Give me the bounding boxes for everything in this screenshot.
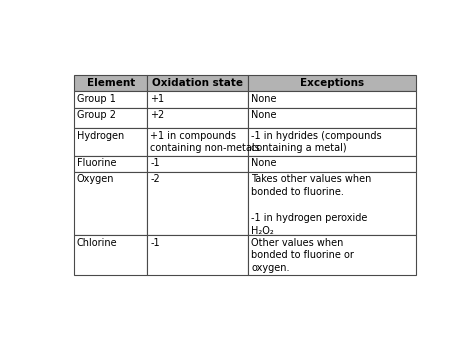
Text: +2: +2	[150, 110, 164, 120]
Bar	[248, 92, 416, 108]
Text: Oxygen: Oxygen	[77, 174, 114, 185]
Bar	[74, 108, 147, 129]
Text: Fluorine: Fluorine	[77, 158, 117, 168]
Bar	[74, 129, 147, 156]
Bar	[74, 92, 147, 108]
Bar	[248, 75, 416, 92]
Text: Chlorine: Chlorine	[77, 237, 118, 247]
Text: -1 in hydrides (compounds
containing a metal): -1 in hydrides (compounds containing a m…	[251, 131, 382, 153]
Bar	[248, 129, 416, 156]
Text: Exceptions: Exceptions	[300, 78, 364, 88]
Bar	[147, 172, 248, 235]
Text: Hydrogen: Hydrogen	[77, 131, 124, 141]
Bar	[74, 156, 147, 172]
Text: -2: -2	[150, 174, 160, 185]
Text: None: None	[251, 110, 277, 120]
Bar	[147, 129, 248, 156]
Bar	[74, 75, 147, 92]
Text: -1: -1	[150, 158, 160, 168]
Text: None: None	[251, 94, 277, 104]
Text: Group 1: Group 1	[77, 94, 116, 104]
Bar	[248, 108, 416, 129]
Text: +1: +1	[150, 94, 164, 104]
Text: Takes other values when
bonded to fluorine.

-1 in hydrogen peroxide
H₂O₂: Takes other values when bonded to fluori…	[251, 174, 372, 236]
Bar	[74, 172, 147, 235]
Text: None: None	[251, 158, 277, 168]
Text: -1: -1	[150, 237, 160, 247]
Bar	[147, 235, 248, 275]
Bar	[147, 92, 248, 108]
Bar	[147, 156, 248, 172]
Bar	[248, 156, 416, 172]
Text: +1 in compounds
containing non-metals: +1 in compounds containing non-metals	[150, 131, 260, 153]
Text: Group 2: Group 2	[77, 110, 116, 120]
Bar	[248, 235, 416, 275]
Text: Element: Element	[87, 78, 135, 88]
Bar	[147, 75, 248, 92]
Text: Oxidation state: Oxidation state	[152, 78, 243, 88]
Bar	[74, 235, 147, 275]
Text: Other values when
bonded to fluorine or
oxygen.: Other values when bonded to fluorine or …	[251, 237, 354, 273]
Bar	[147, 108, 248, 129]
Bar	[248, 172, 416, 235]
